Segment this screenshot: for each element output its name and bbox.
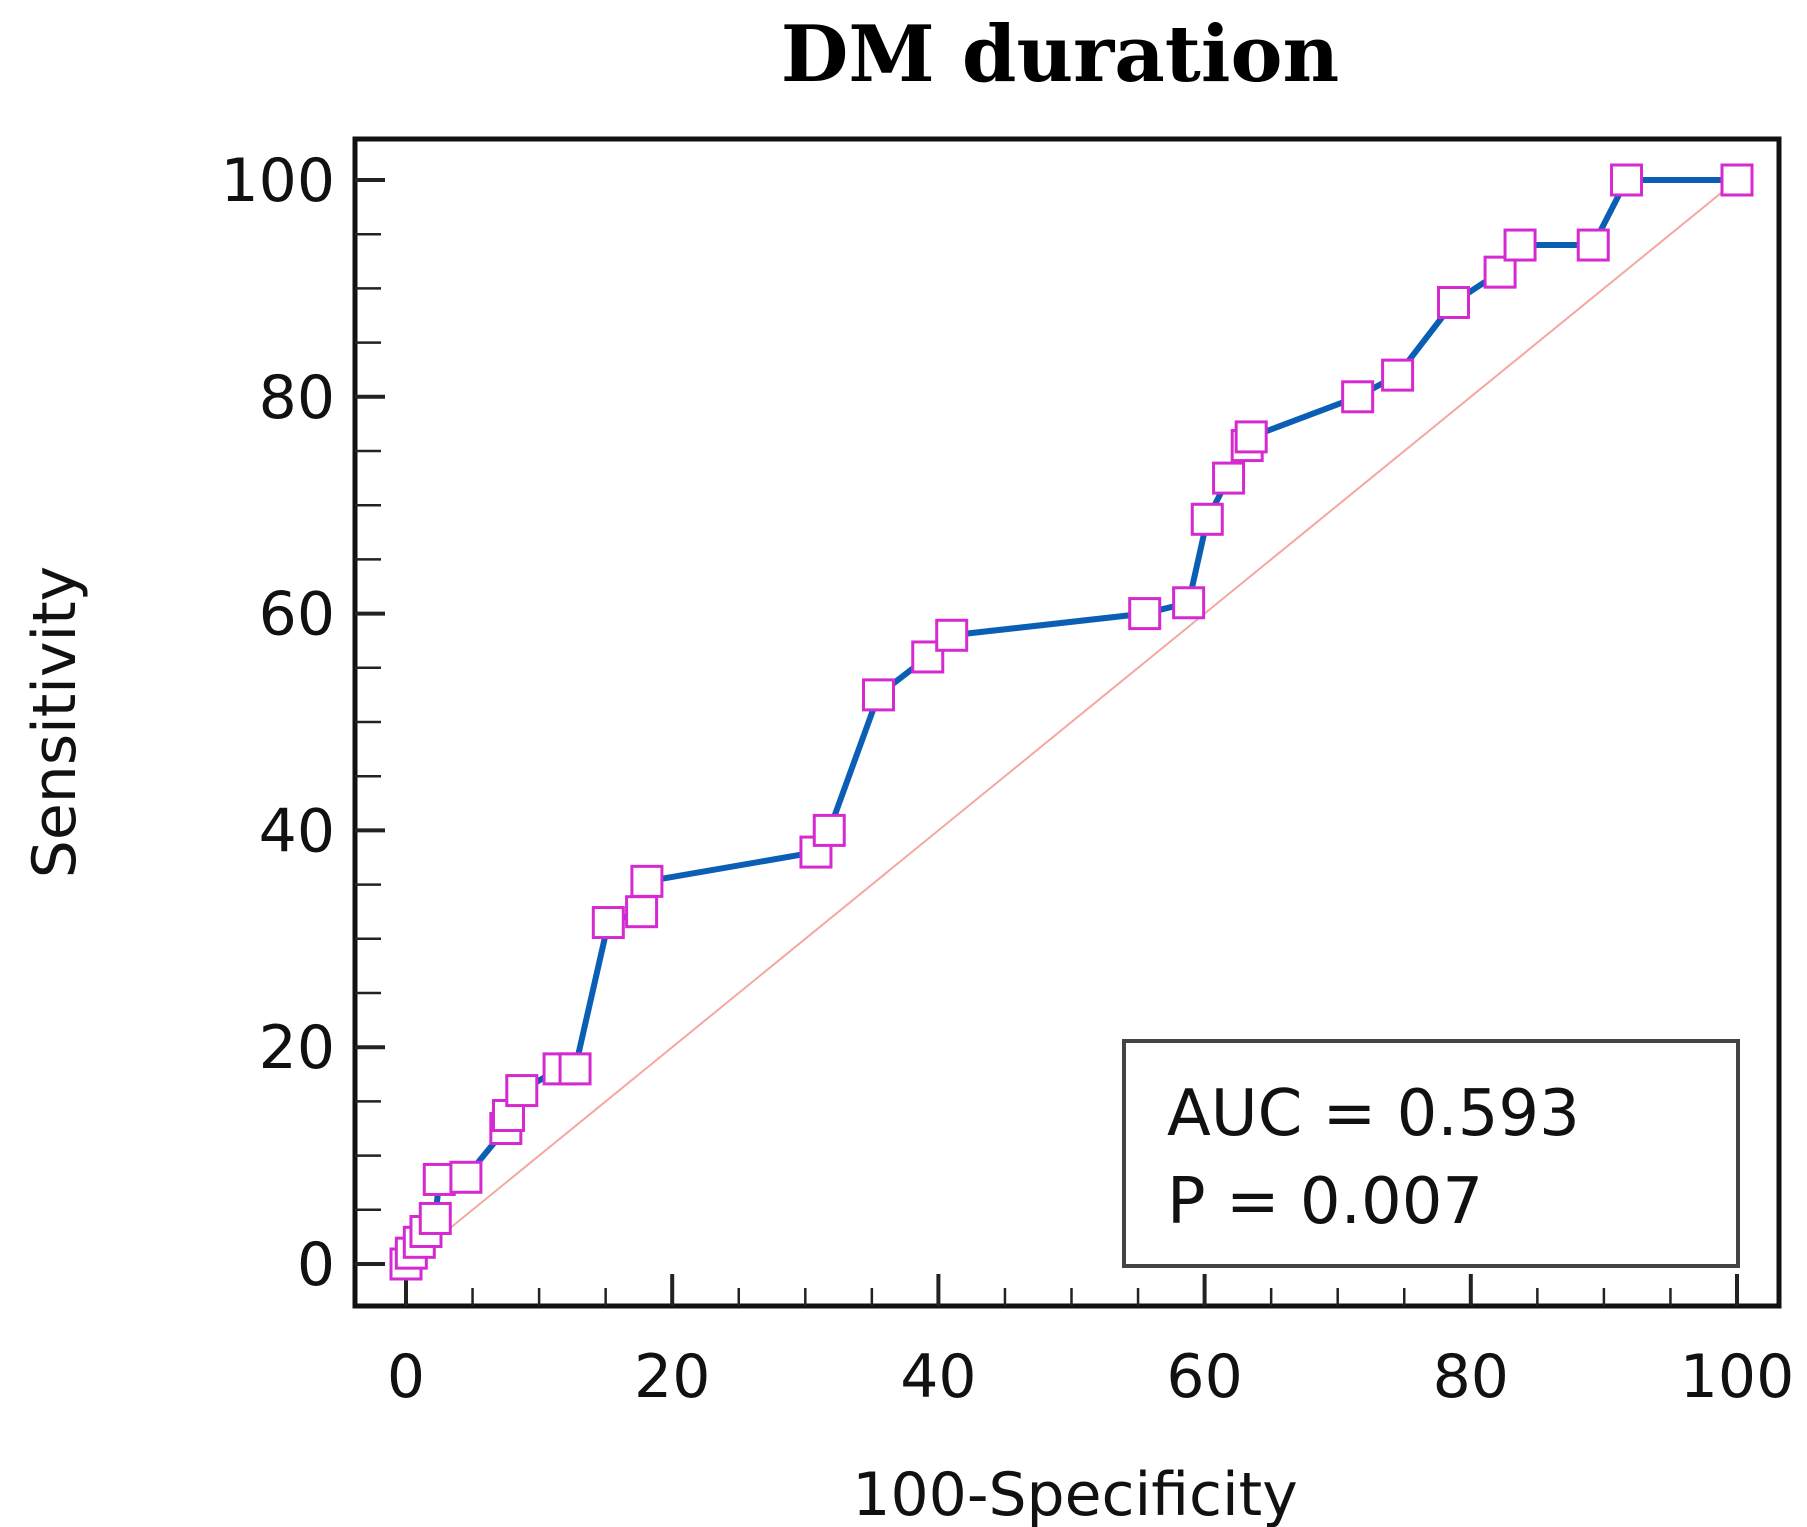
stats-box-frame bbox=[1122, 1039, 1740, 1268]
roc-point bbox=[1212, 461, 1246, 495]
roc-point bbox=[1610, 163, 1644, 197]
roc-point bbox=[558, 1052, 592, 1086]
axis-ticks bbox=[355, 178, 1739, 1306]
roc-point bbox=[935, 618, 969, 652]
roc-point bbox=[1341, 380, 1375, 414]
roc-point bbox=[1234, 420, 1268, 454]
reference-line bbox=[405, 179, 1738, 1265]
x-tick-label: 0 bbox=[387, 1342, 425, 1412]
roc-point bbox=[812, 813, 846, 847]
roc-point bbox=[418, 1201, 452, 1235]
chart-title: DM duration bbox=[781, 9, 1339, 100]
roc-point bbox=[422, 1162, 456, 1196]
roc-point bbox=[1172, 586, 1206, 620]
roc-point bbox=[1720, 163, 1754, 197]
roc-point bbox=[505, 1074, 539, 1108]
y-tick-label: 0 bbox=[297, 1230, 335, 1300]
y-tick-label: 100 bbox=[220, 146, 335, 216]
y-tick-label: 20 bbox=[259, 1013, 335, 1083]
x-tick-label: 20 bbox=[634, 1342, 710, 1412]
roc-point bbox=[1128, 597, 1162, 631]
stats-box: AUC = 0.593 P = 0.007 bbox=[1122, 1039, 1740, 1268]
roc-point bbox=[1576, 228, 1610, 262]
roc-curve-points bbox=[389, 163, 1754, 1281]
x-tick-label: 40 bbox=[900, 1342, 976, 1412]
x-tick-label: 60 bbox=[1166, 1342, 1242, 1412]
roc-point bbox=[1483, 255, 1517, 289]
roc-point bbox=[630, 864, 664, 898]
roc-point bbox=[1503, 228, 1537, 262]
x-tick-labels: 0 20 40 60 80 100 bbox=[387, 1342, 1794, 1412]
roc-point bbox=[449, 1160, 483, 1194]
roc-point bbox=[1381, 358, 1415, 392]
x-tick-label: 80 bbox=[1433, 1342, 1509, 1412]
p-value-text: P = 0.007 bbox=[1167, 1165, 1483, 1239]
y-tick-label: 80 bbox=[259, 363, 335, 433]
y-tick-label: 60 bbox=[259, 580, 335, 650]
y-tick-label: 40 bbox=[259, 796, 335, 866]
x-tick-label: 100 bbox=[1680, 1342, 1795, 1412]
roc-point bbox=[625, 895, 659, 929]
roc-point bbox=[862, 678, 896, 712]
auc-text: AUC = 0.593 bbox=[1167, 1077, 1580, 1151]
y-axis-label: Sensitivity bbox=[20, 566, 90, 878]
roc-point bbox=[591, 906, 625, 940]
x-axis-label: 100-Specificity bbox=[852, 1460, 1297, 1527]
y-tick-labels: 0 20 40 60 80 100 bbox=[220, 146, 335, 1300]
roc-point bbox=[1190, 502, 1224, 536]
roc-point bbox=[1436, 285, 1470, 319]
